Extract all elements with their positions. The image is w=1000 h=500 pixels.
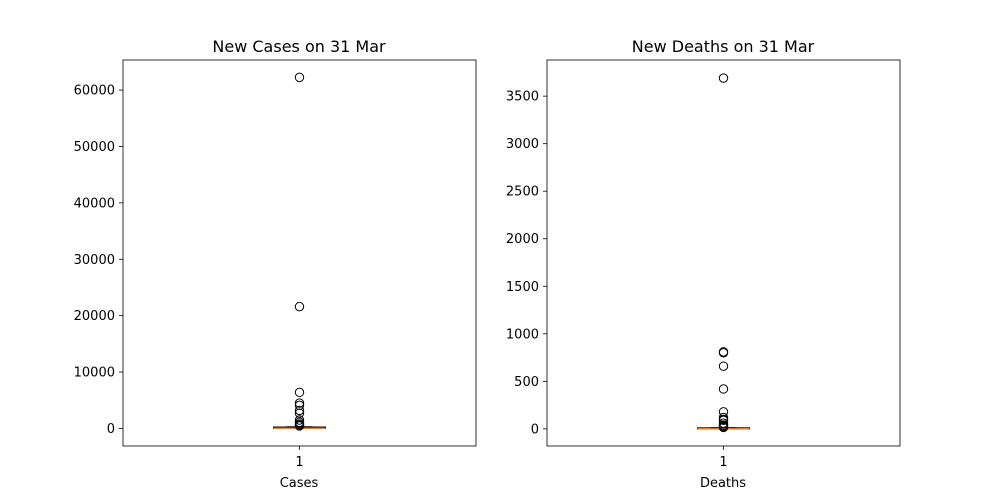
cases-plot-area: 0 10000 20000 30000 40000 50000 60000 1 [74,59,477,470]
cases-outlier-point [294,421,305,431]
deaths-outlier-point [718,384,729,394]
cases-y-tick-label: 50000 [74,140,115,155]
cases-y-tick-label: 0 [107,422,115,437]
cases-title: New Cases on 31 Mar [212,37,386,56]
deaths-y-tick-label: 1000 [506,327,539,342]
cases-y-tick-label: 60000 [74,84,115,99]
deaths-y-tick-label: 0 [531,422,539,437]
deaths-y-tick-label: 2500 [506,185,539,200]
deaths-axes-frame [546,59,901,447]
deaths-outlier-point [718,73,729,83]
deaths-outlier-point [718,415,729,426]
cases-outlier-point [294,387,305,398]
deaths-y-tick-label: 1500 [506,280,539,295]
deaths-y-tick-label: 2000 [506,232,539,247]
cases-x-tick-label: 1 [295,455,303,470]
deaths-x-tick-label: 1 [719,455,727,470]
deaths-title: New Deaths on 31 Mar [632,37,815,56]
deaths-panel: New Deaths on 31 Mar Deaths 0 500 1000 1500… [506,37,901,491]
deaths-x-axis-label: Deaths [700,476,746,491]
cases-outlier-point [294,405,305,416]
cases-outlier-point [294,408,305,418]
deaths-y-tick-label: 500 [514,375,539,390]
cases-panel: New Cases on 31 Mar Cases 0 10000 20000 300… [74,37,477,491]
cases-y-tick-label: 10000 [74,366,115,381]
deaths-outlier-point [718,361,729,371]
deaths-outlier-point [718,422,729,433]
deaths-plot-area: 0 500 1000 1500 2000 2500 3000 3500 1 [506,59,901,470]
cases-outlier-point [294,301,305,312]
cases-outlier-point [294,415,305,425]
cases-y-tick-label: 20000 [74,309,115,324]
cases-outlier-point [294,398,305,408]
deaths-y-tick-label: 3000 [506,137,539,152]
cases-y-tick-label: 30000 [74,253,115,268]
cases-outlier-point [294,72,305,83]
cases-x-axis-label: Cases [280,476,319,491]
cases-axes-frame [122,59,477,447]
deaths-outlier-point [718,348,729,358]
cases-y-tick-label: 40000 [74,196,115,211]
deaths-y-tick-label: 3500 [506,90,539,105]
cases-outlier-point [294,400,305,411]
